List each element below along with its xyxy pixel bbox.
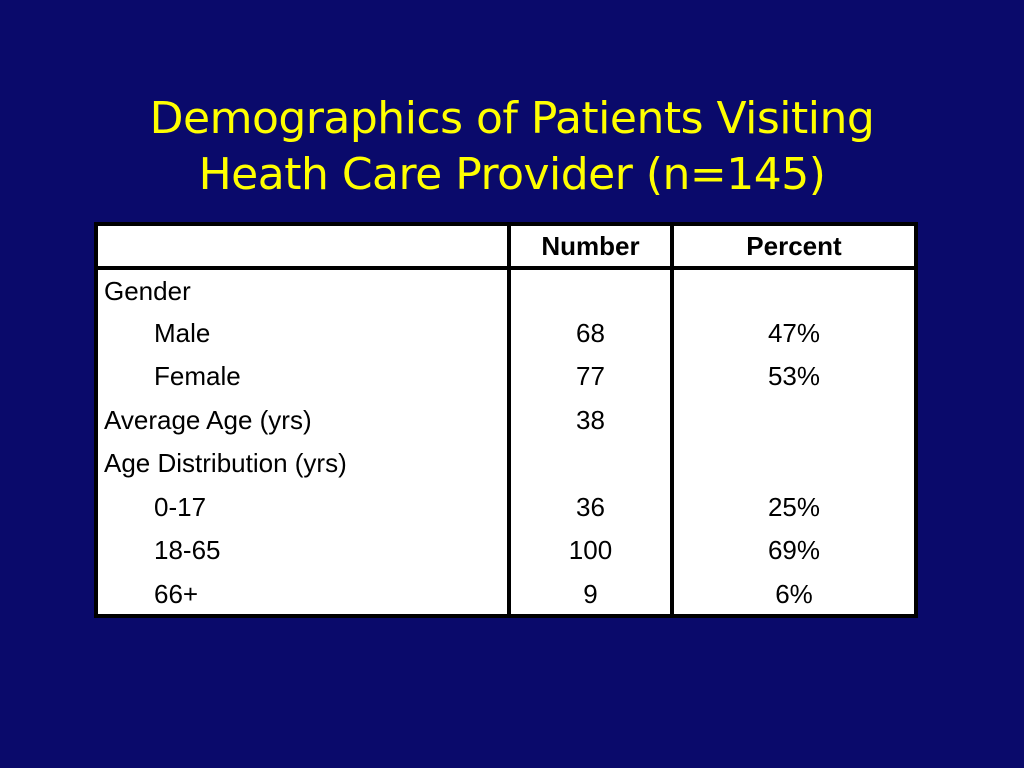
table-row: Average Age (yrs) 38: [98, 398, 914, 443]
row-number: 77: [509, 355, 674, 399]
row-label: Average Age (yrs): [98, 398, 511, 442]
row-percent: 47%: [767, 317, 821, 348]
header-number-cell: Number: [509, 226, 674, 270]
slide-title-line-1: Demographics of Patients Visiting: [149, 93, 875, 145]
row-label: Gender: [98, 268, 511, 312]
table-row: 0-17 36 25%: [98, 485, 914, 529]
table-row: 18-65 100 69%: [98, 529, 914, 573]
row-label: 18-65: [98, 529, 511, 573]
row-label: Age Distribution (yrs): [98, 442, 511, 486]
row-number: [509, 442, 674, 486]
row-label: 66+: [98, 572, 511, 616]
row-percent: [672, 399, 914, 443]
row-percent: 53%: [767, 361, 821, 392]
slide-title: Demographics of Patients Visiting Heath …: [0, 91, 1024, 203]
row-label: Male: [98, 311, 511, 355]
row-percent: [672, 268, 914, 312]
row-percent: 69%: [767, 535, 821, 566]
row-label: 0-17: [98, 485, 511, 529]
header-label-cell: [98, 226, 511, 270]
table-row: Age Distribution (yrs): [98, 442, 914, 486]
table-row: Male 68 47%: [98, 311, 914, 355]
row-percent: 6%: [775, 578, 813, 609]
row-number: 36: [509, 485, 674, 529]
header-percent-cell: Percent: [672, 226, 914, 270]
row-number: 38: [509, 398, 674, 442]
row-number: 68: [509, 311, 674, 355]
table-header-row: Number Percent: [98, 226, 914, 270]
row-number: 100: [509, 529, 674, 573]
slide-title-line-2: Heath Care Provider (n=145): [198, 149, 826, 201]
row-number: [509, 268, 674, 312]
table-row: Female 77 53%: [98, 355, 914, 399]
row-number: 9: [509, 572, 674, 616]
demographics-table-container: Number Percent Gender Male 68 47% Female…: [94, 222, 918, 618]
row-label: Female: [98, 355, 511, 399]
row-percent: [672, 442, 914, 486]
table-row: 66+ 9 6%: [98, 572, 914, 616]
table-row: Gender: [98, 268, 914, 312]
row-percent: 25%: [767, 491, 821, 522]
demographics-table: Number Percent Gender Male 68 47% Female…: [98, 226, 914, 616]
